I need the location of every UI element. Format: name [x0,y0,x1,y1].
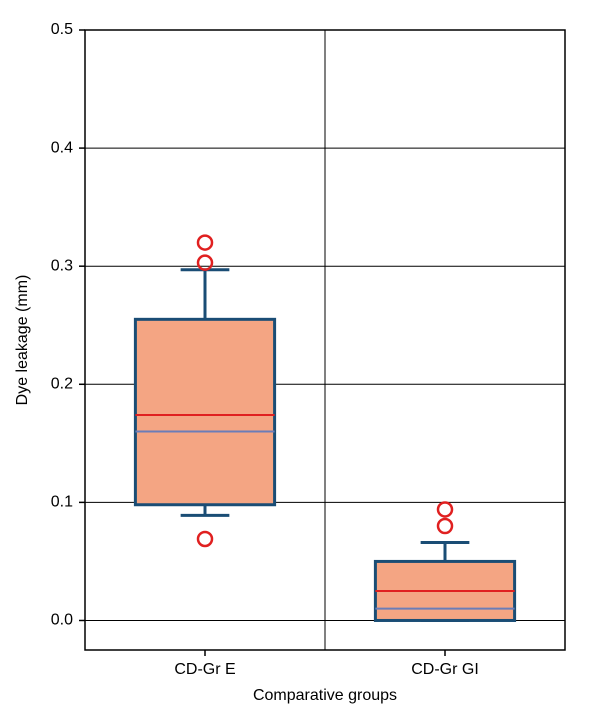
ytick-label: 0.2 [51,376,73,393]
chart-svg: 0.0 0.1 0.2 0.3 0.4 0.5 CD-Gr E CD-Gr GI Compara… [0,0,600,720]
ytick-label: 0.5 [51,21,73,38]
ytick-label: 0.3 [51,257,73,274]
ytick-label: 0.4 [51,139,73,156]
boxplot-chart: 0.0 0.1 0.2 0.3 0.4 0.5 CD-Gr E CD-Gr GI Compara… [0,0,600,720]
xtick-label: CD-Gr E [174,661,235,678]
ytick-label: 0.0 [51,612,73,629]
x-axis-label: Comparative groups [253,687,397,704]
box [135,319,274,504]
y-axis-label: Dye leakage (mm) [14,275,31,406]
xtick-label: CD-Gr GI [411,661,479,678]
ytick-label: 0.1 [51,494,73,511]
